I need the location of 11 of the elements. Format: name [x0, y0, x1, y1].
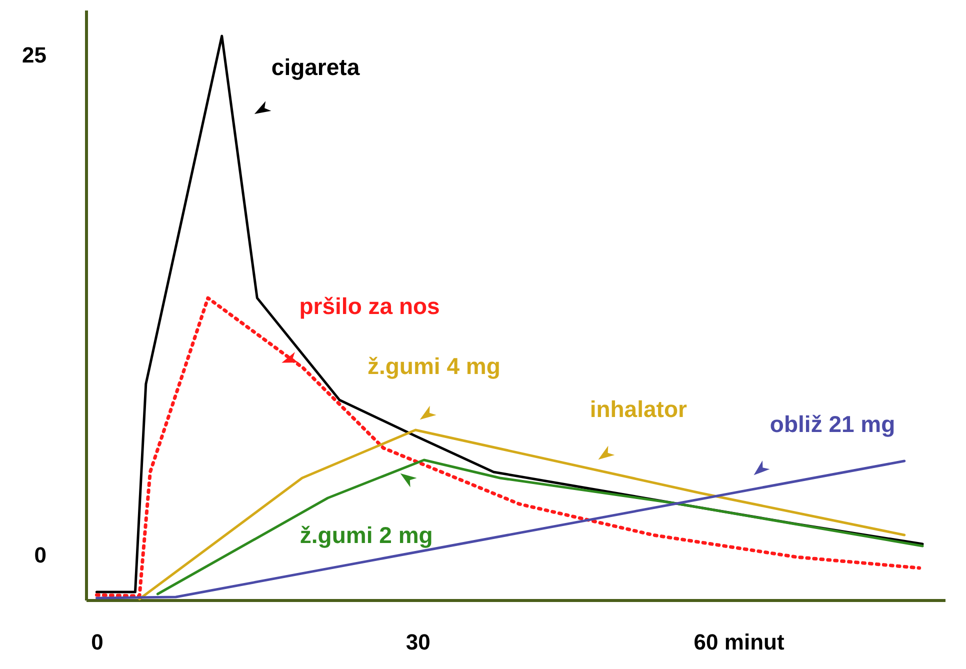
- annotation: ž.gumi 4 mg: [367, 353, 500, 379]
- annotation: pršilo za nos: [299, 293, 440, 319]
- x-tick-label: 60 minut: [694, 630, 785, 654]
- x-tick-label: 30: [406, 630, 430, 654]
- y-tick-label: 25: [22, 42, 46, 68]
- annotation: ž.gumi 2 mg: [300, 522, 433, 548]
- annotation: cigareta: [271, 54, 360, 80]
- annotation: inhalator: [590, 396, 687, 422]
- x-tick-label: 0: [91, 630, 104, 654]
- annotation: obliž 21 mg: [770, 411, 896, 437]
- line-series: [94, 296, 922, 598]
